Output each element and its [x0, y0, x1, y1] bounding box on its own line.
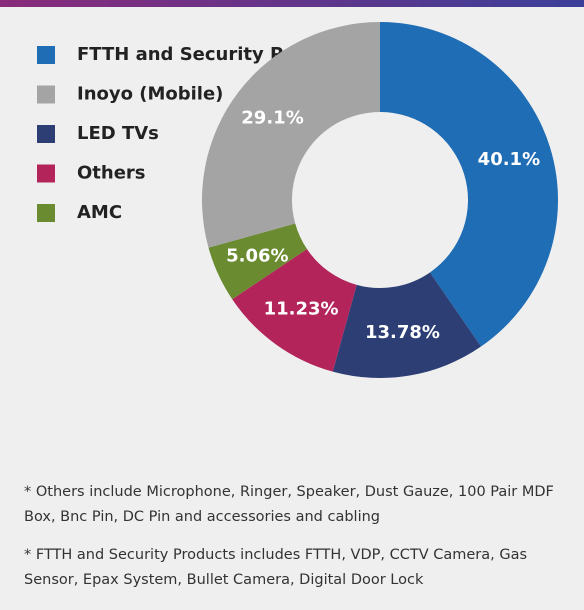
data-label: 5.06%	[226, 245, 288, 266]
donut-slice	[232, 249, 357, 372]
donut-slice	[332, 272, 482, 378]
footnote: * FTTH and Security Products includes FT…	[24, 547, 528, 588]
legend-swatch	[37, 164, 55, 183]
top-bar	[0, 0, 584, 7]
data-label: 13.78%	[365, 322, 440, 343]
donut-slice	[380, 22, 559, 347]
legend-swatch	[37, 204, 55, 222]
legend-label: AMC	[77, 202, 122, 223]
legend-label: Others	[77, 163, 146, 184]
footnote: * Others include Microphone, Ringer, Spe…	[24, 484, 554, 525]
donut-slice	[208, 223, 307, 300]
legend-label: Inoyo (Mobile)	[77, 84, 223, 105]
legend-swatch	[37, 125, 55, 143]
legend-label: LED TVs	[77, 123, 159, 144]
legend-swatch	[37, 46, 55, 64]
data-label: 40.1%	[478, 149, 540, 170]
legend-swatch	[37, 85, 55, 104]
data-label: 11.23%	[264, 299, 339, 320]
data-label: 29.1%	[241, 107, 303, 128]
donut-slice	[202, 22, 380, 248]
